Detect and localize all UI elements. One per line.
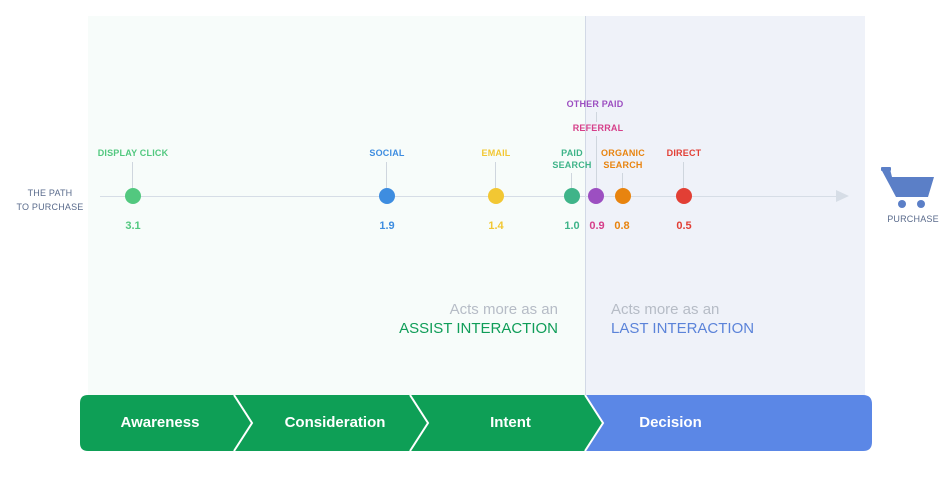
paid-search-value: 1.0 <box>564 220 580 232</box>
purchase-label: PURCHASE <box>887 214 939 224</box>
stage-awareness: Awareness <box>120 414 200 431</box>
organic-search-label: ORGANIC SEARCH <box>601 148 645 170</box>
divider-3 <box>584 395 605 452</box>
email-stem <box>495 162 496 188</box>
path-label-line-2: TO PURCHASE <box>16 202 84 212</box>
path-to-purchase-label: THE PATH TO PURCHASE <box>14 186 86 214</box>
last-interaction-note: Acts more as an LAST INTERACTION <box>611 300 831 338</box>
organic-search-dot[interactable] <box>615 188 631 204</box>
display-click-value: 3.1 <box>125 220 141 232</box>
last-note-line-2: LAST INTERACTION <box>611 320 755 337</box>
social-label: SOCIAL <box>369 148 405 158</box>
funnel-stage-bar <box>80 395 872 452</box>
intent-segment <box>410 395 603 451</box>
email-label: EMAIL <box>481 148 511 158</box>
display-click-label: DISPLAY CLICK <box>97 148 169 158</box>
social-value: 1.9 <box>379 220 395 232</box>
paid-search-dot[interactable] <box>564 188 580 204</box>
social-stem <box>386 162 387 188</box>
organic-search-value: 0.8 <box>614 220 630 232</box>
decision-segment <box>585 395 872 451</box>
referral-stem <box>596 136 597 188</box>
path-arrow-head <box>836 190 849 202</box>
last-interaction-zone-background <box>585 16 865 395</box>
direct-dot[interactable] <box>676 188 692 204</box>
other-paid-label: OTHER PAID <box>566 99 624 109</box>
stage-intent: Intent <box>490 414 531 431</box>
assist-note-line-1: Acts more as an <box>449 301 558 318</box>
direct-value: 0.5 <box>676 220 692 232</box>
social-dot[interactable] <box>379 188 395 204</box>
direct-stem <box>683 162 684 188</box>
awareness-segment <box>80 395 252 451</box>
paid-search-label: PAID SEARCH <box>552 148 592 170</box>
direct-label: DIRECT <box>666 148 702 158</box>
display-click-stem <box>132 162 133 188</box>
path-label-line-1: THE PATH <box>27 188 73 198</box>
last-note-line-1: Acts more as an <box>611 301 720 318</box>
assist-note-line-2: ASSIST INTERACTION <box>399 320 558 337</box>
shopping-cart-icon <box>881 167 934 208</box>
consideration-segment <box>234 395 428 451</box>
paid-search-stem <box>571 173 572 188</box>
other-paid-referral-dot[interactable] <box>588 188 604 204</box>
stage-consideration: Consideration <box>284 414 386 431</box>
referral-value: 0.9 <box>589 220 605 232</box>
path-axis-line <box>100 196 836 197</box>
divider-1 <box>233 395 254 452</box>
other-paid-stem-upper <box>596 112 597 122</box>
assist-zone-background <box>88 16 585 395</box>
email-dot[interactable] <box>488 188 504 204</box>
referral-label: REFERRAL <box>572 123 624 133</box>
divider-2 <box>409 395 430 452</box>
email-value: 1.4 <box>488 220 504 232</box>
display-click-dot[interactable] <box>125 188 141 204</box>
organic-search-stem <box>622 173 623 188</box>
stage-decision: Decision <box>639 414 702 431</box>
assist-interaction-note: Acts more as an ASSIST INTERACTION <box>360 300 558 338</box>
